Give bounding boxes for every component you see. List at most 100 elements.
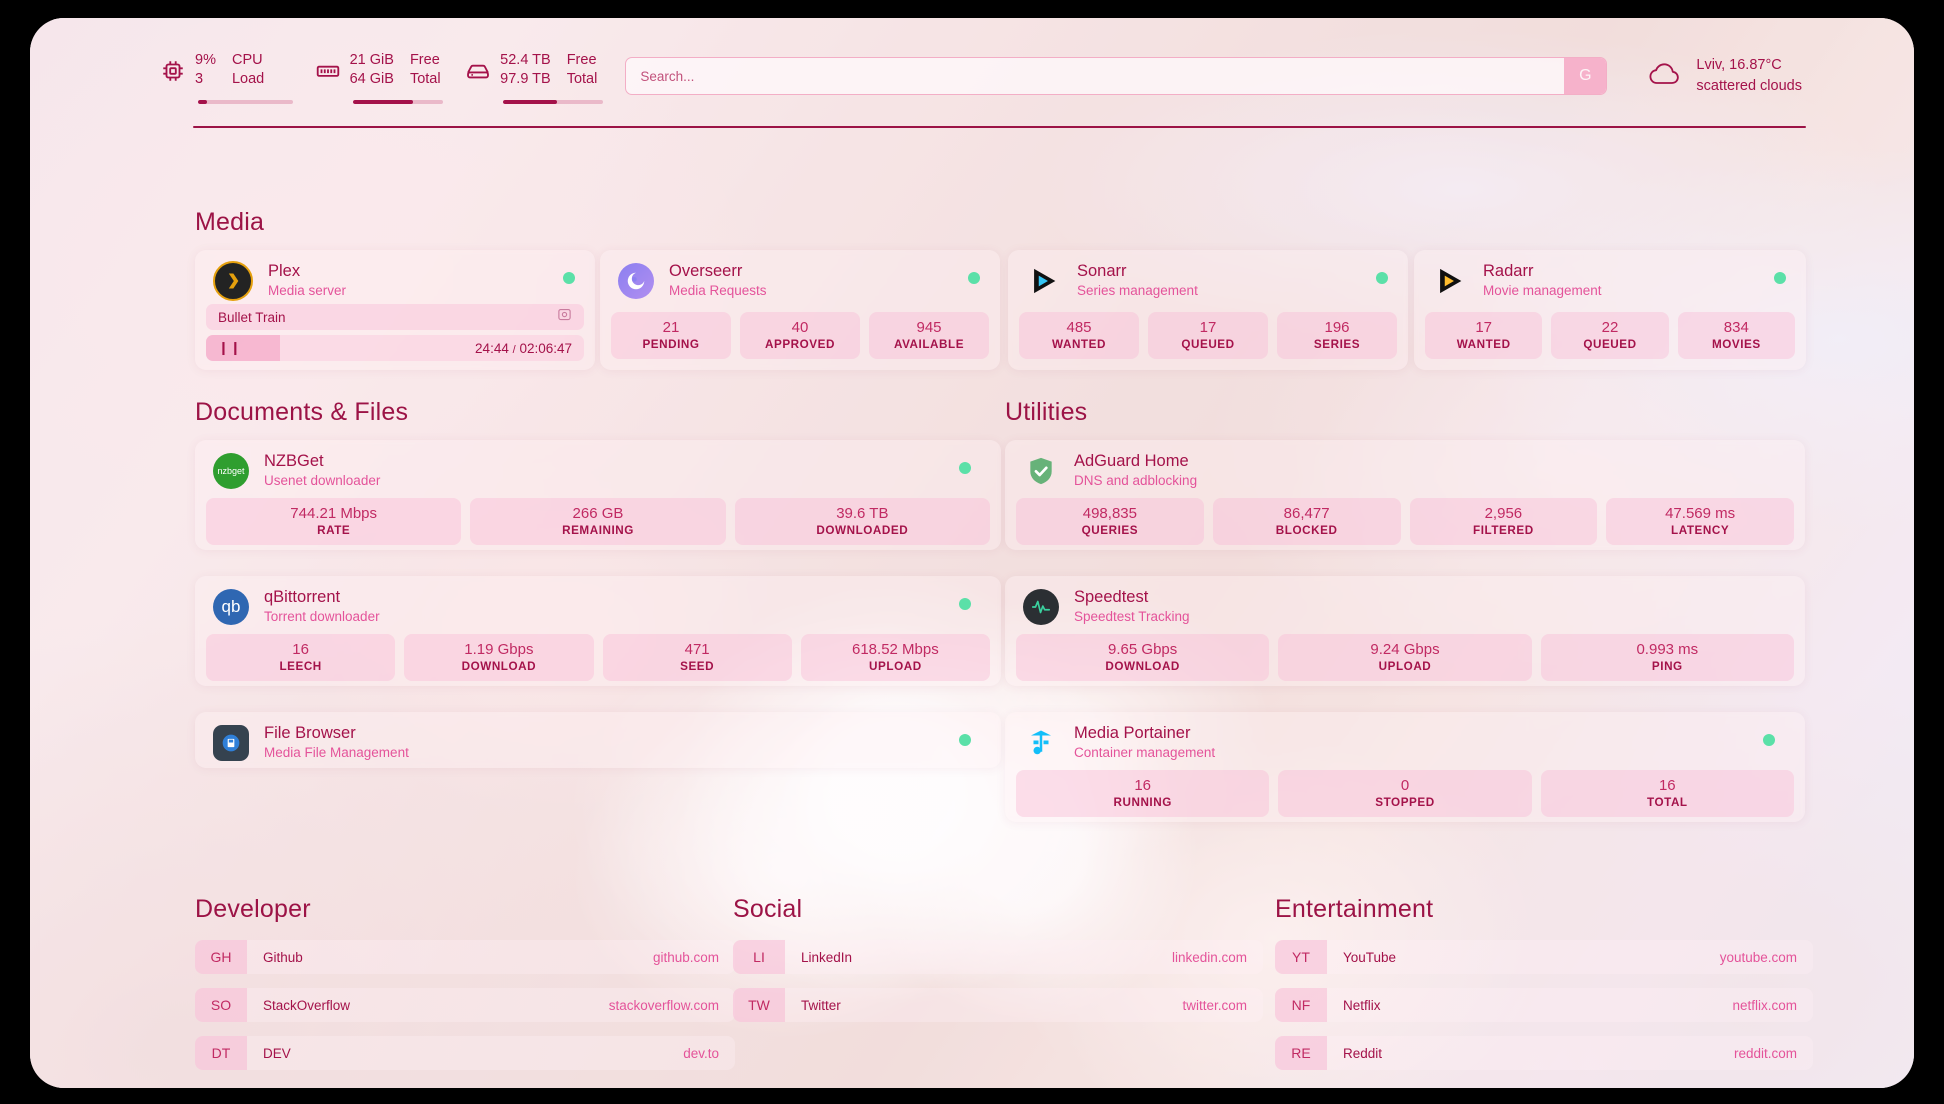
service-subtitle: Torrent downloader [264, 609, 380, 625]
status-indicator-online [959, 598, 971, 610]
bookmark-name: DEV [263, 1045, 291, 1061]
bookmark-name: Reddit [1343, 1045, 1383, 1061]
service-card-plex[interactable]: Plex Media server Bullet Train ❙❙ 24:44 … [195, 250, 595, 370]
bookmark-reddit[interactable]: RE Reddit reddit.com [1275, 1036, 1813, 1070]
background-bokeh [30, 18, 1914, 1088]
section-title-developer: Developer [195, 895, 311, 923]
bookmark-tag: LI [733, 940, 785, 974]
stat-box: 22 QUEUED [1551, 312, 1669, 359]
status-indicator-online [968, 272, 980, 284]
bookmark-url: netflix.com [1732, 997, 1797, 1013]
bookmark-dev[interactable]: DT DEV dev.to [195, 1036, 735, 1070]
playback-progress-row[interactable]: ❙❙ 24:44 / 02:06:47 [206, 335, 584, 361]
bookmark-name: LinkedIn [801, 949, 853, 965]
filebrowser-logo [213, 724, 249, 761]
now-playing-title: Bullet Train [218, 309, 286, 325]
service-card-file-browser[interactable]: File Browser Media File Management [195, 712, 1001, 768]
service-name: NZBGet [264, 451, 324, 470]
bookmark-name: StackOverflow [263, 997, 351, 1013]
service-card-sonarr[interactable]: Sonarr Series management 485 WANTED 17 QUE… [1008, 250, 1408, 370]
stat-box: 39.6 TB DOWNLOADED [734, 498, 990, 545]
service-card-qbittorrent[interactable]: qb qBittorrent Torrent downloader 16 LEEC… [195, 576, 1001, 686]
background-veil [30, 18, 1914, 1088]
stat-box: 0.993 ms PING [1540, 634, 1794, 681]
stat-box: 16 RUNNING [1016, 770, 1270, 817]
top-bar: 9% 3 CPU Load [160, 40, 1802, 112]
stat-box: 9.65 Gbps DOWNLOAD [1016, 634, 1270, 681]
bookmark-youtube[interactable]: YT YouTube youtube.com [1275, 940, 1813, 974]
stat-box: 471 SEED [602, 634, 792, 681]
bookmark-url: twitter.com [1182, 997, 1247, 1013]
stat-box: 2,956 FILTERED [1409, 498, 1598, 545]
service-card-media-portainer[interactable]: Media Portainer Container management 16 R… [1005, 712, 1805, 822]
ram-progress-bar [352, 99, 444, 105]
bookmark-url: github.com [652, 949, 719, 965]
service-name: Speedtest [1074, 587, 1149, 606]
search-bar[interactable]: G [625, 57, 1608, 95]
ram-label-2: Total [409, 71, 441, 87]
playback-progress-fill [206, 335, 280, 361]
disk-free: 52.4 TB [500, 51, 551, 68]
bookmark-url: stackoverflow.com [608, 997, 719, 1013]
service-card-overseerr[interactable]: Overseerr Media Requests 21 PENDING 40 APP… [600, 250, 1000, 370]
stat-box: 485 WANTED [1019, 312, 1139, 359]
bookmark-twitter[interactable]: TW Twitter twitter.com [733, 988, 1263, 1022]
overseerr-logo [618, 262, 654, 299]
cpu-progress-bar [198, 99, 293, 105]
disk-label-2: Total [566, 71, 598, 87]
weather-widget[interactable]: Lviv, 16.87°C scattered clouds [1645, 55, 1802, 96]
section-title-utilities: Utilities [1005, 398, 1088, 426]
stat-box: 17 WANTED [1425, 312, 1543, 359]
bookmark-tag: DT [195, 1036, 247, 1070]
stat-box: 498,835 QUERIES [1016, 498, 1204, 545]
ram-total: 64 GiB [349, 71, 394, 87]
cpu-label-2: Load [231, 71, 265, 87]
service-card-radarr[interactable]: Radarr Movie management 17 WANTED 22 QUEUE… [1414, 250, 1806, 370]
now-playing-row: Bullet Train [206, 304, 584, 330]
qbittorrent-logo: qb [213, 588, 249, 625]
weather-location: Lviv, 16.87°C [1696, 57, 1782, 74]
stat-box: 1.19 Gbps DOWNLOAD [404, 634, 594, 681]
status-indicator-online [1774, 272, 1786, 284]
bookmark-github[interactable]: GH Github github.com [195, 940, 735, 974]
radarr-logo [1432, 263, 1468, 299]
bookmark-tag: RE [1275, 1036, 1327, 1070]
bookmark-name: Twitter [801, 997, 841, 1013]
bookmark-url: youtube.com [1719, 949, 1797, 965]
service-subtitle: Media Requests [669, 283, 767, 299]
service-card-adguard-home[interactable]: AdGuard Home DNS and adblocking 498,835 Q… [1005, 440, 1805, 550]
section-title-media: Media [195, 208, 265, 236]
stat-box: 744.21 Mbps RATE [206, 498, 462, 545]
section-title-documents: Documents & Files [195, 398, 409, 426]
search-submit-button[interactable]: G [1564, 58, 1607, 94]
plex-logo [213, 260, 253, 301]
stat-box: 40 APPROVED [740, 312, 860, 359]
search-input[interactable] [626, 58, 1565, 94]
disk-label-1: Free [566, 51, 597, 68]
service-subtitle: Movie management [1483, 283, 1602, 299]
nzbget-logo: nzbget [213, 452, 249, 489]
service-subtitle: Container management [1074, 745, 1216, 761]
stat-box: 16 LEECH [206, 634, 396, 681]
bookmark-stackoverflow[interactable]: SO StackOverflow stackoverflow.com [195, 988, 735, 1022]
status-indicator-online [959, 462, 971, 474]
bookmark-tag: SO [195, 988, 247, 1022]
pause-icon[interactable]: ❙❙ [218, 340, 242, 355]
stat-box: 9.24 Gbps UPLOAD [1278, 634, 1532, 681]
cast-icon[interactable] [557, 307, 572, 327]
bookmark-netflix[interactable]: NF Netflix netflix.com [1275, 988, 1813, 1022]
ram-free: 21 GiB [349, 51, 394, 68]
service-name: File Browser [264, 723, 356, 742]
sonarr-logo [1026, 263, 1062, 299]
bookmark-tag: YT [1275, 940, 1327, 974]
stat-box: 618.52 Mbps UPLOAD [800, 634, 990, 681]
disk-total: 97.9 TB [500, 71, 551, 87]
stat-box: 86,477 BLOCKED [1212, 498, 1401, 545]
ram-stat: 21 GiB 64 GiB Free Total [315, 51, 444, 105]
service-card-speedtest[interactable]: Speedtest Speedtest Tracking 9.65 Gbps DO… [1005, 576, 1805, 686]
service-card-nzbget[interactable]: nzbget NZBGet Usenet downloader 744.21 M… [195, 440, 1001, 550]
service-subtitle: Media server [268, 283, 347, 299]
cpu-stat: 9% 3 CPU Load [160, 51, 293, 105]
service-name: Radarr [1483, 261, 1534, 280]
bookmark-linkedin[interactable]: LI LinkedIn linkedin.com [733, 940, 1263, 974]
